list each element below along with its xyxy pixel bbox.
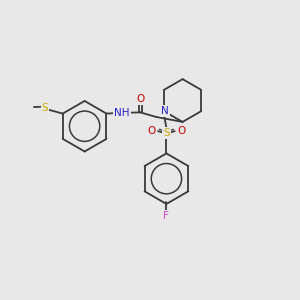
Text: S: S [163, 128, 170, 138]
Text: S: S [42, 103, 48, 112]
Text: N: N [161, 106, 169, 116]
Text: O: O [147, 126, 156, 136]
Text: F: F [164, 212, 169, 221]
Text: O: O [136, 94, 145, 104]
Text: NH: NH [115, 108, 130, 118]
Text: O: O [177, 126, 185, 136]
